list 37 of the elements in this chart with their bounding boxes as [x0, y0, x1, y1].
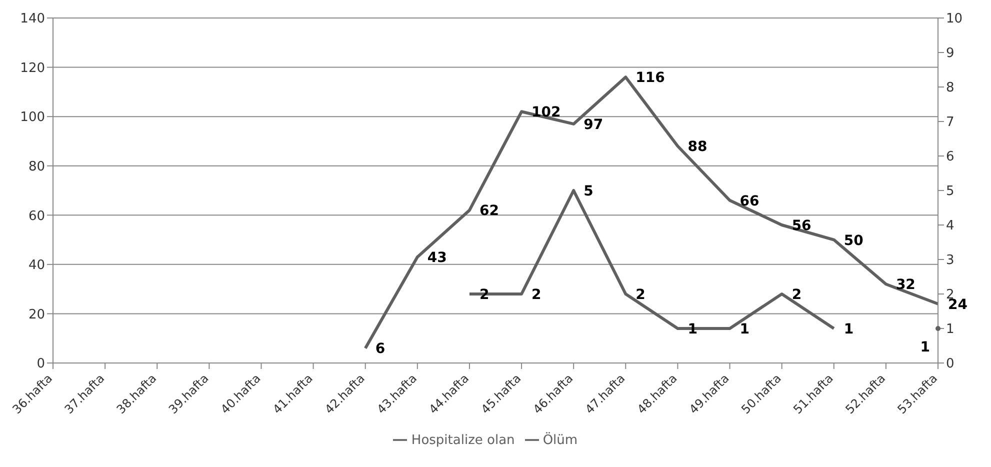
y2-tick-label: 8: [946, 80, 954, 96]
y-tick-label: 40: [28, 258, 45, 274]
data-label: 2: [792, 287, 802, 303]
y2-tick-label: 6: [946, 150, 954, 165]
y-tick-label: 60: [28, 208, 45, 224]
data-label: 88: [688, 139, 708, 156]
data-label: 1: [920, 340, 930, 356]
data-label: 43: [427, 250, 447, 266]
y-tick-label: 80: [28, 159, 45, 174]
data-label: 102: [532, 104, 561, 121]
legend-label: Hospitalize olan: [411, 433, 515, 448]
y2-tick-label: 7: [946, 115, 954, 130]
y2-tick-label: 10: [946, 12, 963, 27]
data-label: 5: [584, 184, 594, 200]
y-tick-label: 0: [36, 356, 45, 372]
data-label: 116: [636, 70, 665, 86]
data-label: 62: [479, 203, 499, 220]
y2-tick-label: 3: [946, 253, 954, 268]
legend-label: Ölüm: [542, 433, 578, 448]
data-label: 97: [584, 116, 604, 133]
data-label: 50: [844, 232, 864, 249]
data-label: 32: [896, 277, 916, 294]
data-label: 6: [375, 341, 386, 358]
data-label: 1: [740, 322, 750, 338]
y-tick-label: 120: [20, 60, 45, 76]
y-tick-label: 140: [20, 12, 45, 27]
y-tick-label: 20: [28, 307, 45, 322]
data-label: 2: [636, 287, 646, 303]
data-label: 66: [740, 193, 760, 210]
y2-tick-label: 4: [946, 218, 954, 234]
y2-tick-label: 5: [946, 184, 954, 200]
y2-tick-label: 9: [946, 46, 954, 62]
y-tick-label: 100: [20, 110, 45, 126]
data-label: 2: [532, 287, 542, 303]
y2-tick-label: 1: [946, 322, 954, 338]
y2-tick-label: 0: [946, 356, 954, 372]
data-label: 1: [844, 322, 854, 338]
